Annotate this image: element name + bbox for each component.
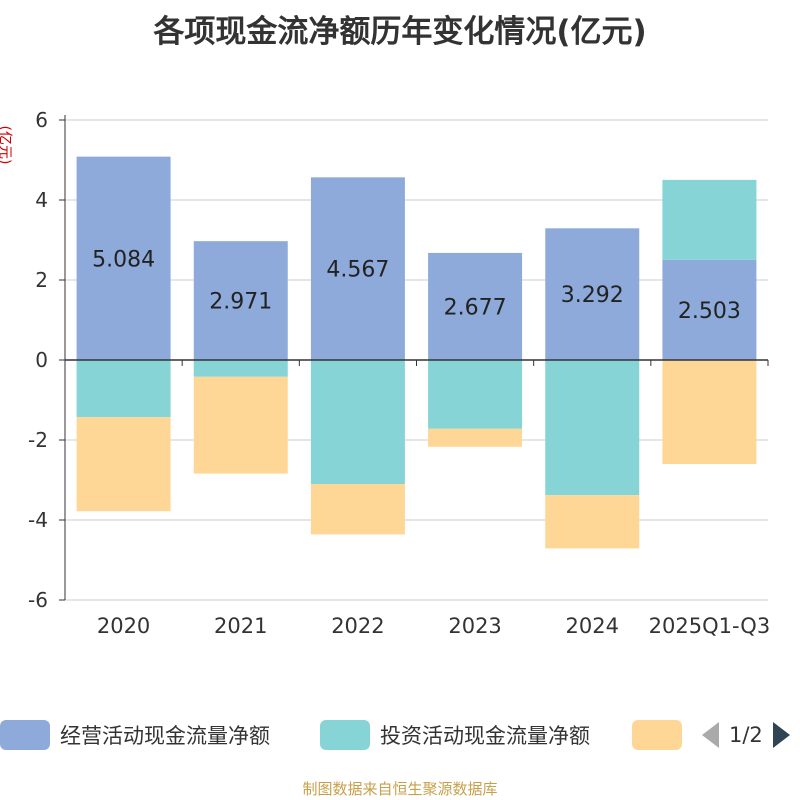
y-tick-label: 0 bbox=[35, 348, 48, 372]
bar-2020-series-2 bbox=[76, 417, 171, 512]
bar-2023-series-0 bbox=[428, 252, 523, 360]
legend-label-operating: 经营活动现金流量净额 bbox=[60, 724, 270, 748]
bar-2023-series-2 bbox=[428, 428, 523, 447]
data-label-2022: 4.567 bbox=[326, 258, 389, 283]
legend-prev-page-icon[interactable] bbox=[702, 722, 719, 748]
legend-swatch-operating bbox=[0, 720, 50, 750]
legend-item-operating[interactable]: 经营活动现金流量净额 bbox=[0, 716, 270, 754]
axes: -6 -4 -2 0 2 4 6 2020 2021 2022 2023 2024 2025Q1-Q3 bbox=[28, 108, 770, 638]
x-tick-label-2020: 2020 bbox=[97, 614, 150, 638]
y-tick-label: -6 bbox=[28, 588, 48, 612]
bar-2022-series-0 bbox=[310, 177, 405, 360]
y-tick-label: -4 bbox=[28, 508, 48, 532]
data-label-2024: 3.292 bbox=[561, 283, 624, 308]
legend: 经营活动现金流量净额 投资活动现金流量净额 1/2 bbox=[0, 716, 800, 754]
bar-2024-series-2 bbox=[545, 495, 640, 549]
bar-2020-series-1 bbox=[76, 360, 171, 418]
legend-swatch-financing bbox=[632, 720, 682, 750]
legend-label-investing: 投资活动现金流量净额 bbox=[380, 724, 590, 748]
legend-page-indicator: 1/2 bbox=[729, 723, 763, 747]
y-axis-unit-label: (亿元) bbox=[0, 125, 13, 165]
bar-2020-series-0 bbox=[76, 156, 171, 360]
data-labels: 5.084 2.971 4.567 2.677 3.292 2.503 bbox=[92, 247, 741, 324]
bar-2021-series-1 bbox=[193, 360, 288, 377]
grid-lines bbox=[65, 119, 768, 601]
legend-next-page-icon[interactable] bbox=[772, 722, 790, 748]
y-tick-label: 6 bbox=[35, 108, 48, 132]
y-tick-label: 2 bbox=[35, 268, 48, 292]
bar-2025Q1-Q3-series-0 bbox=[662, 259, 757, 360]
x-tick-label-2025Q1-Q3: 2025Q1-Q3 bbox=[649, 614, 771, 638]
x-tick-label-2024: 2024 bbox=[566, 614, 619, 638]
bar-marks bbox=[76, 156, 757, 549]
x-tick-label-2022: 2022 bbox=[331, 614, 384, 638]
chart-title: 各项现金流净额历年变化情况(亿元) bbox=[153, 14, 647, 50]
source-note: 制图数据来自恒生聚源数据库 bbox=[302, 780, 498, 798]
x-tick-label-2021: 2021 bbox=[214, 614, 267, 638]
bar-2022-series-2 bbox=[310, 484, 405, 535]
legend-item-investing[interactable]: 投资活动现金流量净额 bbox=[320, 716, 590, 754]
bar-2025Q1-Q3-series-2 bbox=[662, 360, 757, 464]
legend-swatch-investing bbox=[320, 720, 370, 750]
bar-2021-series-0 bbox=[193, 241, 288, 360]
data-label-2023: 2.677 bbox=[444, 295, 507, 320]
legend-item-financing[interactable] bbox=[632, 716, 692, 754]
bar-2022-series-1 bbox=[310, 360, 405, 484]
data-label-2020: 5.084 bbox=[92, 247, 155, 272]
y-tick-label: 4 bbox=[35, 188, 48, 212]
bar-2021-series-2 bbox=[193, 376, 288, 474]
bar-2024-series-1 bbox=[545, 360, 640, 496]
y-tick-label: -2 bbox=[28, 428, 48, 452]
data-label-2025Q1-Q3: 2.503 bbox=[678, 299, 741, 324]
x-tick-label-2023: 2023 bbox=[448, 614, 501, 638]
bar-2024-series-0 bbox=[545, 228, 640, 360]
bar-2025Q1-Q3-series-1 bbox=[662, 179, 757, 260]
data-label-2021: 2.971 bbox=[209, 290, 272, 315]
bar-2023-series-1 bbox=[428, 360, 523, 429]
legend-pager: 1/2 bbox=[702, 716, 790, 754]
